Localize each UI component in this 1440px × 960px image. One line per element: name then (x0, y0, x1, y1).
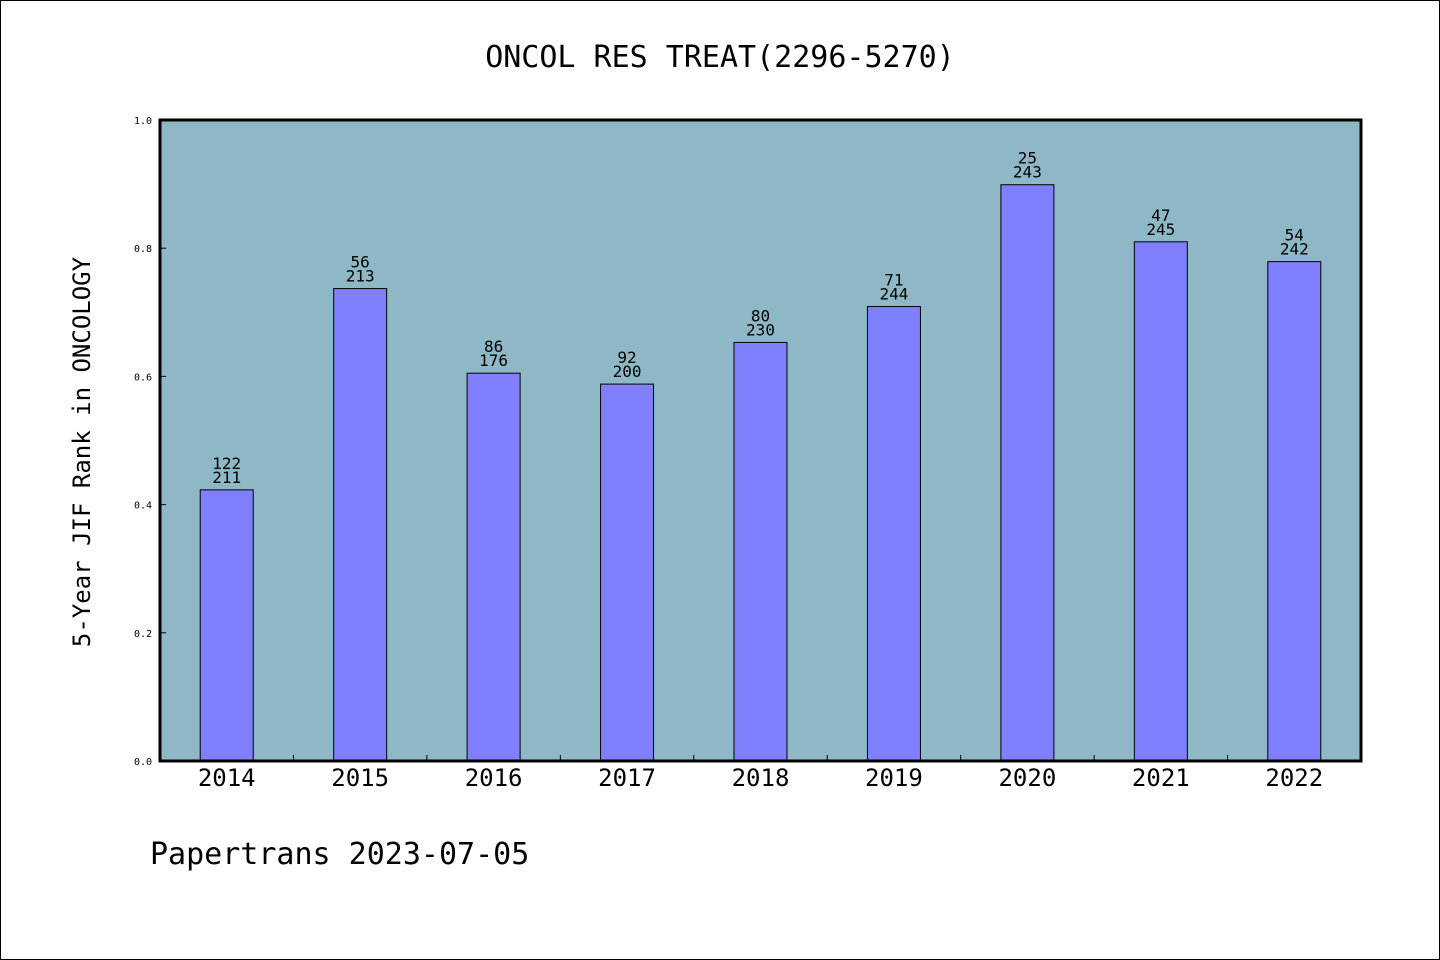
bar-label-rank: 86 (484, 337, 503, 356)
bar-label-rank: 71 (884, 271, 903, 290)
bar-label-total: 242 (1280, 240, 1309, 259)
y-axis-label: 5-Year JIF Rank in ONCOLOGY (68, 256, 96, 647)
bar-label-total: 245 (1146, 220, 1175, 239)
bar-label-total: 243 (1013, 163, 1042, 182)
bar-label-rank: 47 (1151, 206, 1170, 225)
y-tick-label: 0.6 (134, 372, 152, 383)
bar-2015 (333, 288, 388, 762)
bar-label-total: 244 (879, 285, 908, 304)
bar-label-rank: 54 (1285, 226, 1304, 245)
y-tick-label: 0.8 (134, 244, 152, 255)
bar-label-rank: 122 (212, 454, 241, 473)
bar-label-total: 213 (346, 267, 375, 286)
bar-label-total: 211 (212, 468, 241, 487)
bar-2020 (1000, 184, 1055, 762)
x-axis: 2014 2015 2016 2017 2018 2019 2020 2021 2022 (198, 755, 1323, 792)
bar-2017 (600, 383, 655, 762)
y-tick-label: 0.4 (134, 501, 152, 512)
bar-label-rank: 92 (617, 348, 636, 367)
bar-label-total: 230 (746, 320, 775, 339)
bar-2021 (1133, 241, 1188, 762)
y-tick-label: 0.0 (134, 757, 152, 768)
bar-2014 (199, 489, 254, 762)
x-tick-label: 2017 (598, 764, 656, 792)
bar-label-rank: 25 (1018, 149, 1037, 168)
bar-label-rank: 80 (751, 306, 770, 325)
bar-label-total: 176 (479, 351, 508, 370)
x-tick-label: 2016 (465, 764, 523, 792)
y-tick-label: 0.2 (134, 629, 152, 640)
x-tick-label: 2019 (865, 764, 923, 792)
x-tick-label: 2015 (331, 764, 389, 792)
bar-2016 (466, 372, 521, 762)
bar-label-rank: 56 (351, 253, 370, 272)
bar-2018 (733, 341, 788, 762)
chart-title: ONCOL RES TREAT(2296-5270) (485, 40, 955, 75)
bar-2019 (866, 306, 921, 762)
x-tick-label: 2021 (1132, 764, 1190, 792)
bar-2022 (1267, 261, 1322, 762)
plot-border (158, 118, 1363, 763)
x-tick-label: 2014 (198, 764, 256, 792)
x-tick-label: 2022 (1265, 764, 1323, 792)
bar-label-total: 200 (613, 362, 642, 381)
x-tick-label: 2020 (998, 764, 1056, 792)
footer-credit: Papertrans 2023-07-05 (150, 837, 529, 872)
y-tick-label: 1.0 (134, 116, 152, 127)
x-tick-label: 2018 (732, 764, 790, 792)
